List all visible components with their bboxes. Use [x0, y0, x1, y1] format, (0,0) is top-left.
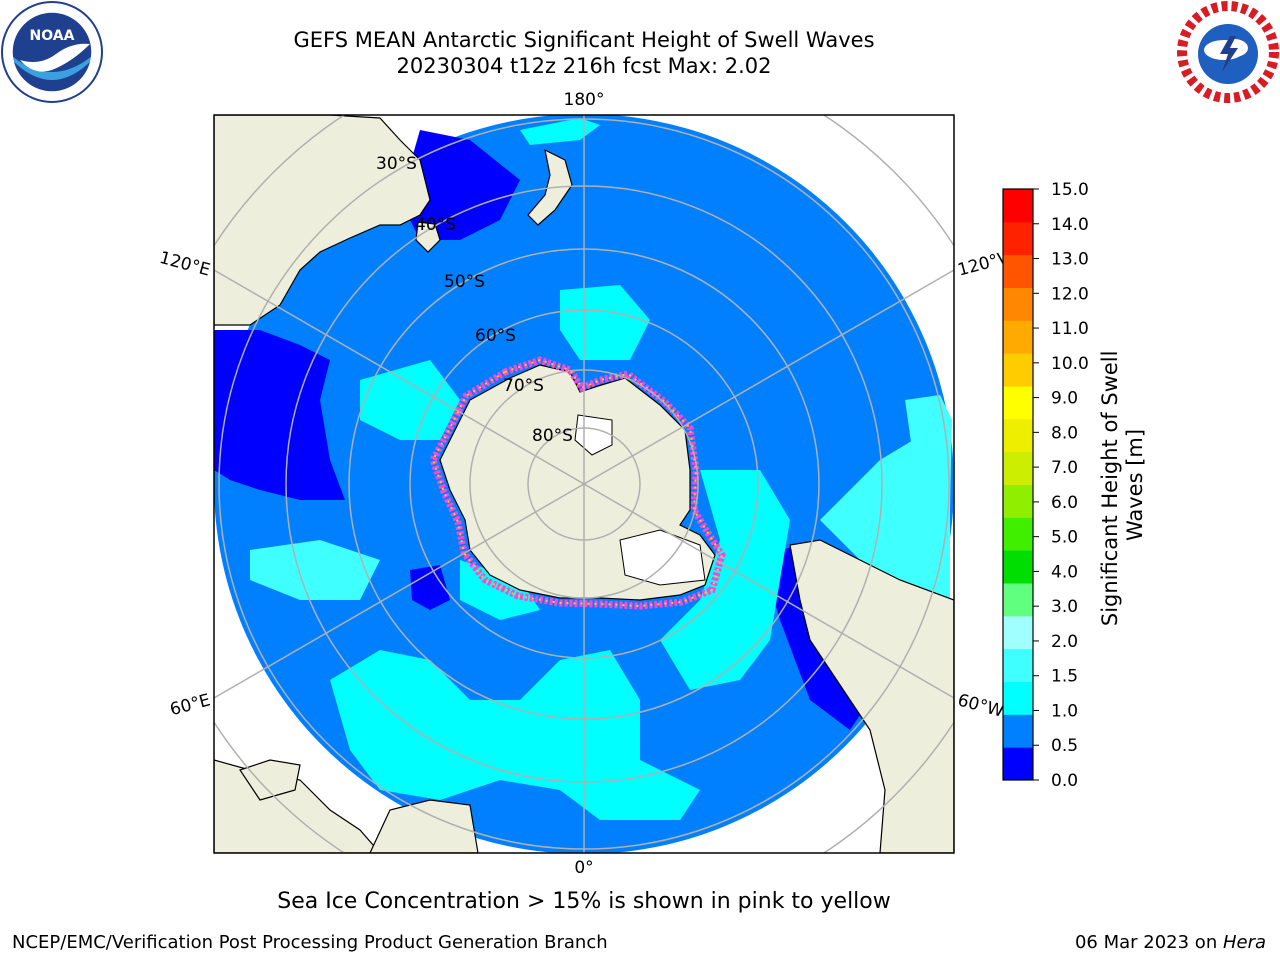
parallel-label-50s: 50°S: [444, 272, 485, 292]
colorbar-tick-label: 4.0: [1051, 562, 1078, 582]
footer-machine: Hera: [1222, 932, 1266, 953]
colorbar-swatch: [1003, 254, 1033, 288]
parallel-label-70s: 70°S: [503, 376, 544, 396]
colorbar-tick-label: 1.5: [1051, 667, 1078, 687]
sea-ice-edge: [429, 356, 726, 610]
colorbar-swatch: [1003, 615, 1033, 650]
sea-ice-note: Sea Ice Concentration > 15% is shown in …: [277, 889, 891, 914]
colorbar-swatch: [1003, 353, 1033, 387]
colorbar-tick-label: 9.0: [1051, 389, 1078, 409]
colorbar-swatch: [1003, 386, 1033, 420]
parallel-label-80s: 80°S: [532, 426, 573, 446]
colorbar-tick-label: 15.0: [1051, 180, 1089, 200]
nws-logo: [1177, 1, 1279, 103]
meridian-label-60e: 60°E: [168, 690, 213, 720]
meridian-label-120e: 120°E: [157, 248, 212, 281]
parallel-label-30s: 30°S: [376, 154, 417, 174]
meridian-label-180: 180°: [564, 90, 605, 110]
colorbar-tick-label: 7.0: [1051, 458, 1078, 478]
colorbar-tick-label: 11.0: [1051, 319, 1089, 339]
map-panel: [214, 115, 954, 853]
colorbar-swatch: [1003, 550, 1033, 584]
colorbar-tick-label: 1.0: [1051, 701, 1078, 721]
colorbar-swatch: [1003, 287, 1033, 321]
colorbar-swatch: [1003, 221, 1033, 256]
meridian-label-0: 0°: [574, 858, 593, 878]
colorbar-swatch: [1003, 681, 1033, 715]
colorbar-tick-label: 6.0: [1051, 493, 1078, 513]
colorbar-tick-label: 3.0: [1051, 597, 1078, 617]
colorbar-tick-label: 13.0: [1051, 250, 1089, 270]
map-subtitle: 20230304 t12z 216h fcst Max: 2.02: [396, 54, 772, 78]
footer-date: 06 Mar 2023 on Hera: [1075, 932, 1266, 953]
colorbar-tick-label: 0.5: [1051, 736, 1078, 756]
colorbar-tick-label: 5.0: [1051, 528, 1078, 548]
colorbar-swatch: [1003, 320, 1033, 354]
graticule: [214, 115, 954, 853]
map-title: GEFS MEAN Antarctic Significant Height o…: [293, 28, 875, 52]
colorbar-swatch: [1003, 583, 1033, 617]
colorbar-frame: [1002, 188, 1034, 781]
colorbar-swatch: [1003, 418, 1033, 453]
colorbar-swatch: [1003, 714, 1033, 748]
meridian-label-60w: 60°W: [955, 690, 1006, 722]
parallel-label-40s: 40°S: [415, 215, 456, 235]
colorbar-tick-label: 10.0: [1051, 354, 1089, 374]
colorbar-tick-label: 2.0: [1051, 632, 1078, 652]
colorbar: 0.0 0.5 1.0 1.5 2.0 3.0 4.0 5.0 6.0 7.0 8.0 9.0 10.0…: [1002, 180, 1089, 791]
colorbar-swatch: [1003, 648, 1033, 682]
colorbar-label: Significant Height of Swell Waves [m]: [1098, 344, 1147, 626]
colorbar-tick-label: 0.0: [1051, 771, 1078, 791]
colorbar-swatch: [1003, 517, 1033, 551]
colorbar-label-line2: Waves [m]: [1123, 429, 1147, 541]
noaa-logo: NOAA: [1, 1, 103, 103]
colorbar-tick-label: 8.0: [1051, 423, 1078, 443]
noaa-logo-text: NOAA: [30, 28, 75, 44]
moderate-swell-regions: [330, 118, 790, 820]
footer-date-text: 06 Mar 2023 on: [1074, 932, 1223, 953]
colorbar-swatch: [1003, 451, 1033, 485]
continents: [214, 115, 954, 853]
colorbar-swatch: [1003, 747, 1033, 781]
footer-credit: NCEP/EMC/Verification Post Processing Pr…: [12, 932, 608, 953]
ice-shelf: [619, 529, 706, 586]
colorbar-tick-label: 12.0: [1051, 284, 1089, 304]
colorbar-swatch: [1003, 484, 1033, 518]
colorbar-tick-label: 14.0: [1051, 215, 1089, 235]
colorbar-label-line1: Significant Height of Swell: [1098, 351, 1122, 627]
higher-swell-regions: [250, 420, 950, 600]
colorbar-swatch: [1003, 189, 1033, 223]
map-frame: [213, 114, 955, 854]
parallel-label-60s: 60°S: [475, 326, 516, 346]
